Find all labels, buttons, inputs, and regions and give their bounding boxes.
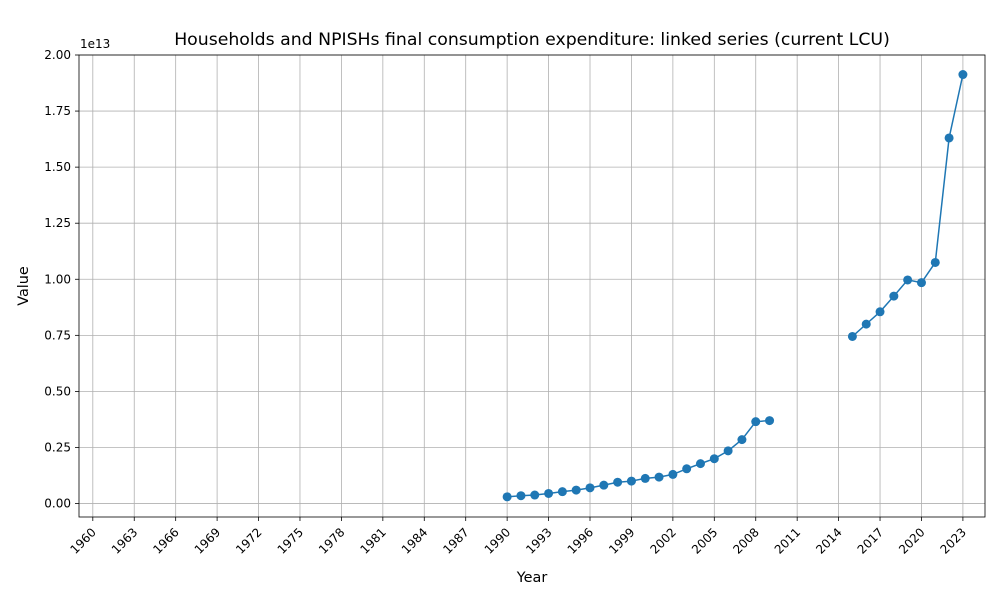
data-point [875, 307, 885, 317]
data-point [571, 485, 581, 495]
y-tick-label: 0.25 [44, 440, 71, 454]
data-point [847, 331, 857, 341]
data-point [709, 454, 719, 464]
y-tick-label: 0.50 [44, 384, 71, 398]
data-point [668, 469, 678, 479]
y-axis-label: Value [16, 266, 32, 306]
x-axis-label: Year [516, 570, 548, 586]
data-point [502, 492, 512, 502]
chart-title: Households and NPISHs final consumption … [174, 30, 890, 50]
data-point [585, 483, 595, 493]
data-point [599, 480, 609, 490]
data-point [930, 257, 940, 267]
data-point [751, 417, 761, 427]
y-axis-ticks: 0.00 0.25 0.50 0.75 1.00 1.25 1.50 1.75 2.00 [44, 48, 79, 511]
y-tick-label: 2.00 [44, 48, 71, 62]
data-point [544, 488, 554, 498]
data-point [765, 416, 775, 426]
plot-series [502, 70, 968, 502]
data-point [613, 477, 623, 487]
data-point [682, 464, 692, 474]
data-point [861, 319, 871, 329]
y-tick-label: 0.75 [44, 328, 71, 342]
data-point [916, 278, 926, 288]
data-point [737, 435, 747, 445]
data-point [944, 133, 954, 143]
data-point [723, 446, 733, 456]
plot-frame [78, 54, 986, 518]
data-point [516, 491, 526, 501]
data-point [557, 487, 567, 497]
data-point [958, 70, 968, 80]
y-tick-label: 1.50 [44, 160, 71, 174]
y-axis-offset-label: 1e13 [80, 37, 110, 51]
y-tick-label: 1.75 [44, 104, 71, 118]
data-point [654, 472, 664, 482]
data-point [889, 291, 899, 301]
data-point [640, 473, 650, 483]
data-point [695, 459, 705, 469]
y-tick-label: 1.00 [44, 272, 71, 286]
y-tick-label: 0.00 [44, 497, 71, 511]
data-point [626, 476, 636, 486]
data-point [903, 275, 913, 285]
y-tick-label: 1.25 [44, 216, 71, 230]
data-point [530, 490, 540, 500]
